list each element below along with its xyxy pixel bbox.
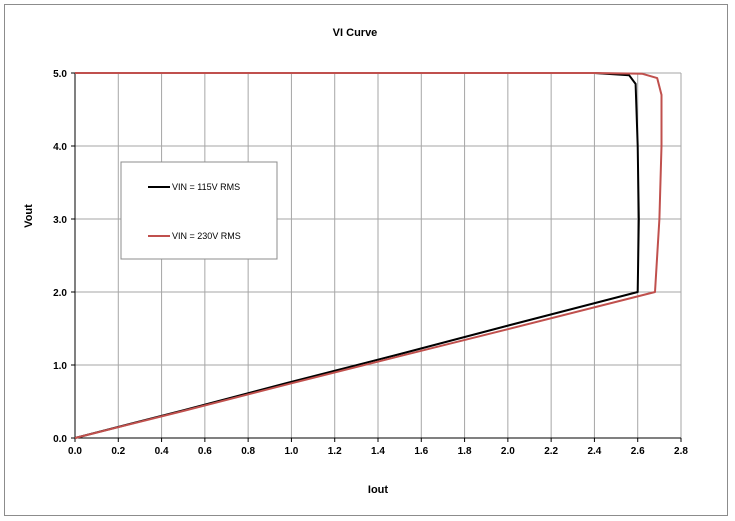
- y-tick-label: 1.0: [53, 361, 67, 372]
- x-tick-label: 0.6: [198, 446, 212, 457]
- x-tick-label: 0.0: [68, 446, 82, 457]
- x-tick-label: 1.2: [328, 446, 342, 457]
- legend-label-230v: VIN = 230V RMS: [172, 231, 241, 241]
- x-tick-label: 1.0: [284, 446, 298, 457]
- chart-frame: [4, 4, 728, 516]
- series-lines: [74, 72, 663, 439]
- legend: VIN = 115V RMS VIN = 230V RMS: [120, 161, 278, 260]
- series-line-1: [74, 72, 663, 439]
- x-tick-label: 2.8: [674, 446, 688, 457]
- x-tick-label: 1.6: [414, 446, 428, 457]
- grid: [71, 72, 682, 442]
- y-tick-label: 5.0: [53, 69, 67, 80]
- x-tick-label: 1.8: [458, 446, 472, 457]
- x-tick-label: 0.4: [155, 446, 169, 457]
- x-tick-label: 2.4: [587, 446, 601, 457]
- y-tick-label: 4.0: [53, 142, 67, 153]
- tick-labels: 0.0 0.2 0.4 0.6 0.8 1.0 1.2 1.4 1.6 1.8 2.0 2.2 2.4 2…: [53, 69, 688, 457]
- y-tick-label: 2.0: [53, 288, 67, 299]
- y-tick-label: 3.0: [53, 215, 67, 226]
- y-tick-label: 0.0: [53, 434, 67, 445]
- x-tick-label: 2.2: [544, 446, 558, 457]
- legend-box: [120, 161, 278, 260]
- x-tick-label: 0.2: [111, 446, 125, 457]
- y-axis-label: Vout: [23, 204, 35, 228]
- x-tick-label: 1.4: [371, 446, 385, 457]
- x-axis-label: Iout: [368, 484, 388, 496]
- x-tick-label: 2.6: [631, 446, 645, 457]
- legend-label-115v: VIN = 115V RMS: [172, 182, 240, 192]
- chart-title: VI Curve: [333, 27, 378, 39]
- x-tick-label: 2.0: [501, 446, 515, 457]
- x-tick-label: 0.8: [241, 446, 255, 457]
